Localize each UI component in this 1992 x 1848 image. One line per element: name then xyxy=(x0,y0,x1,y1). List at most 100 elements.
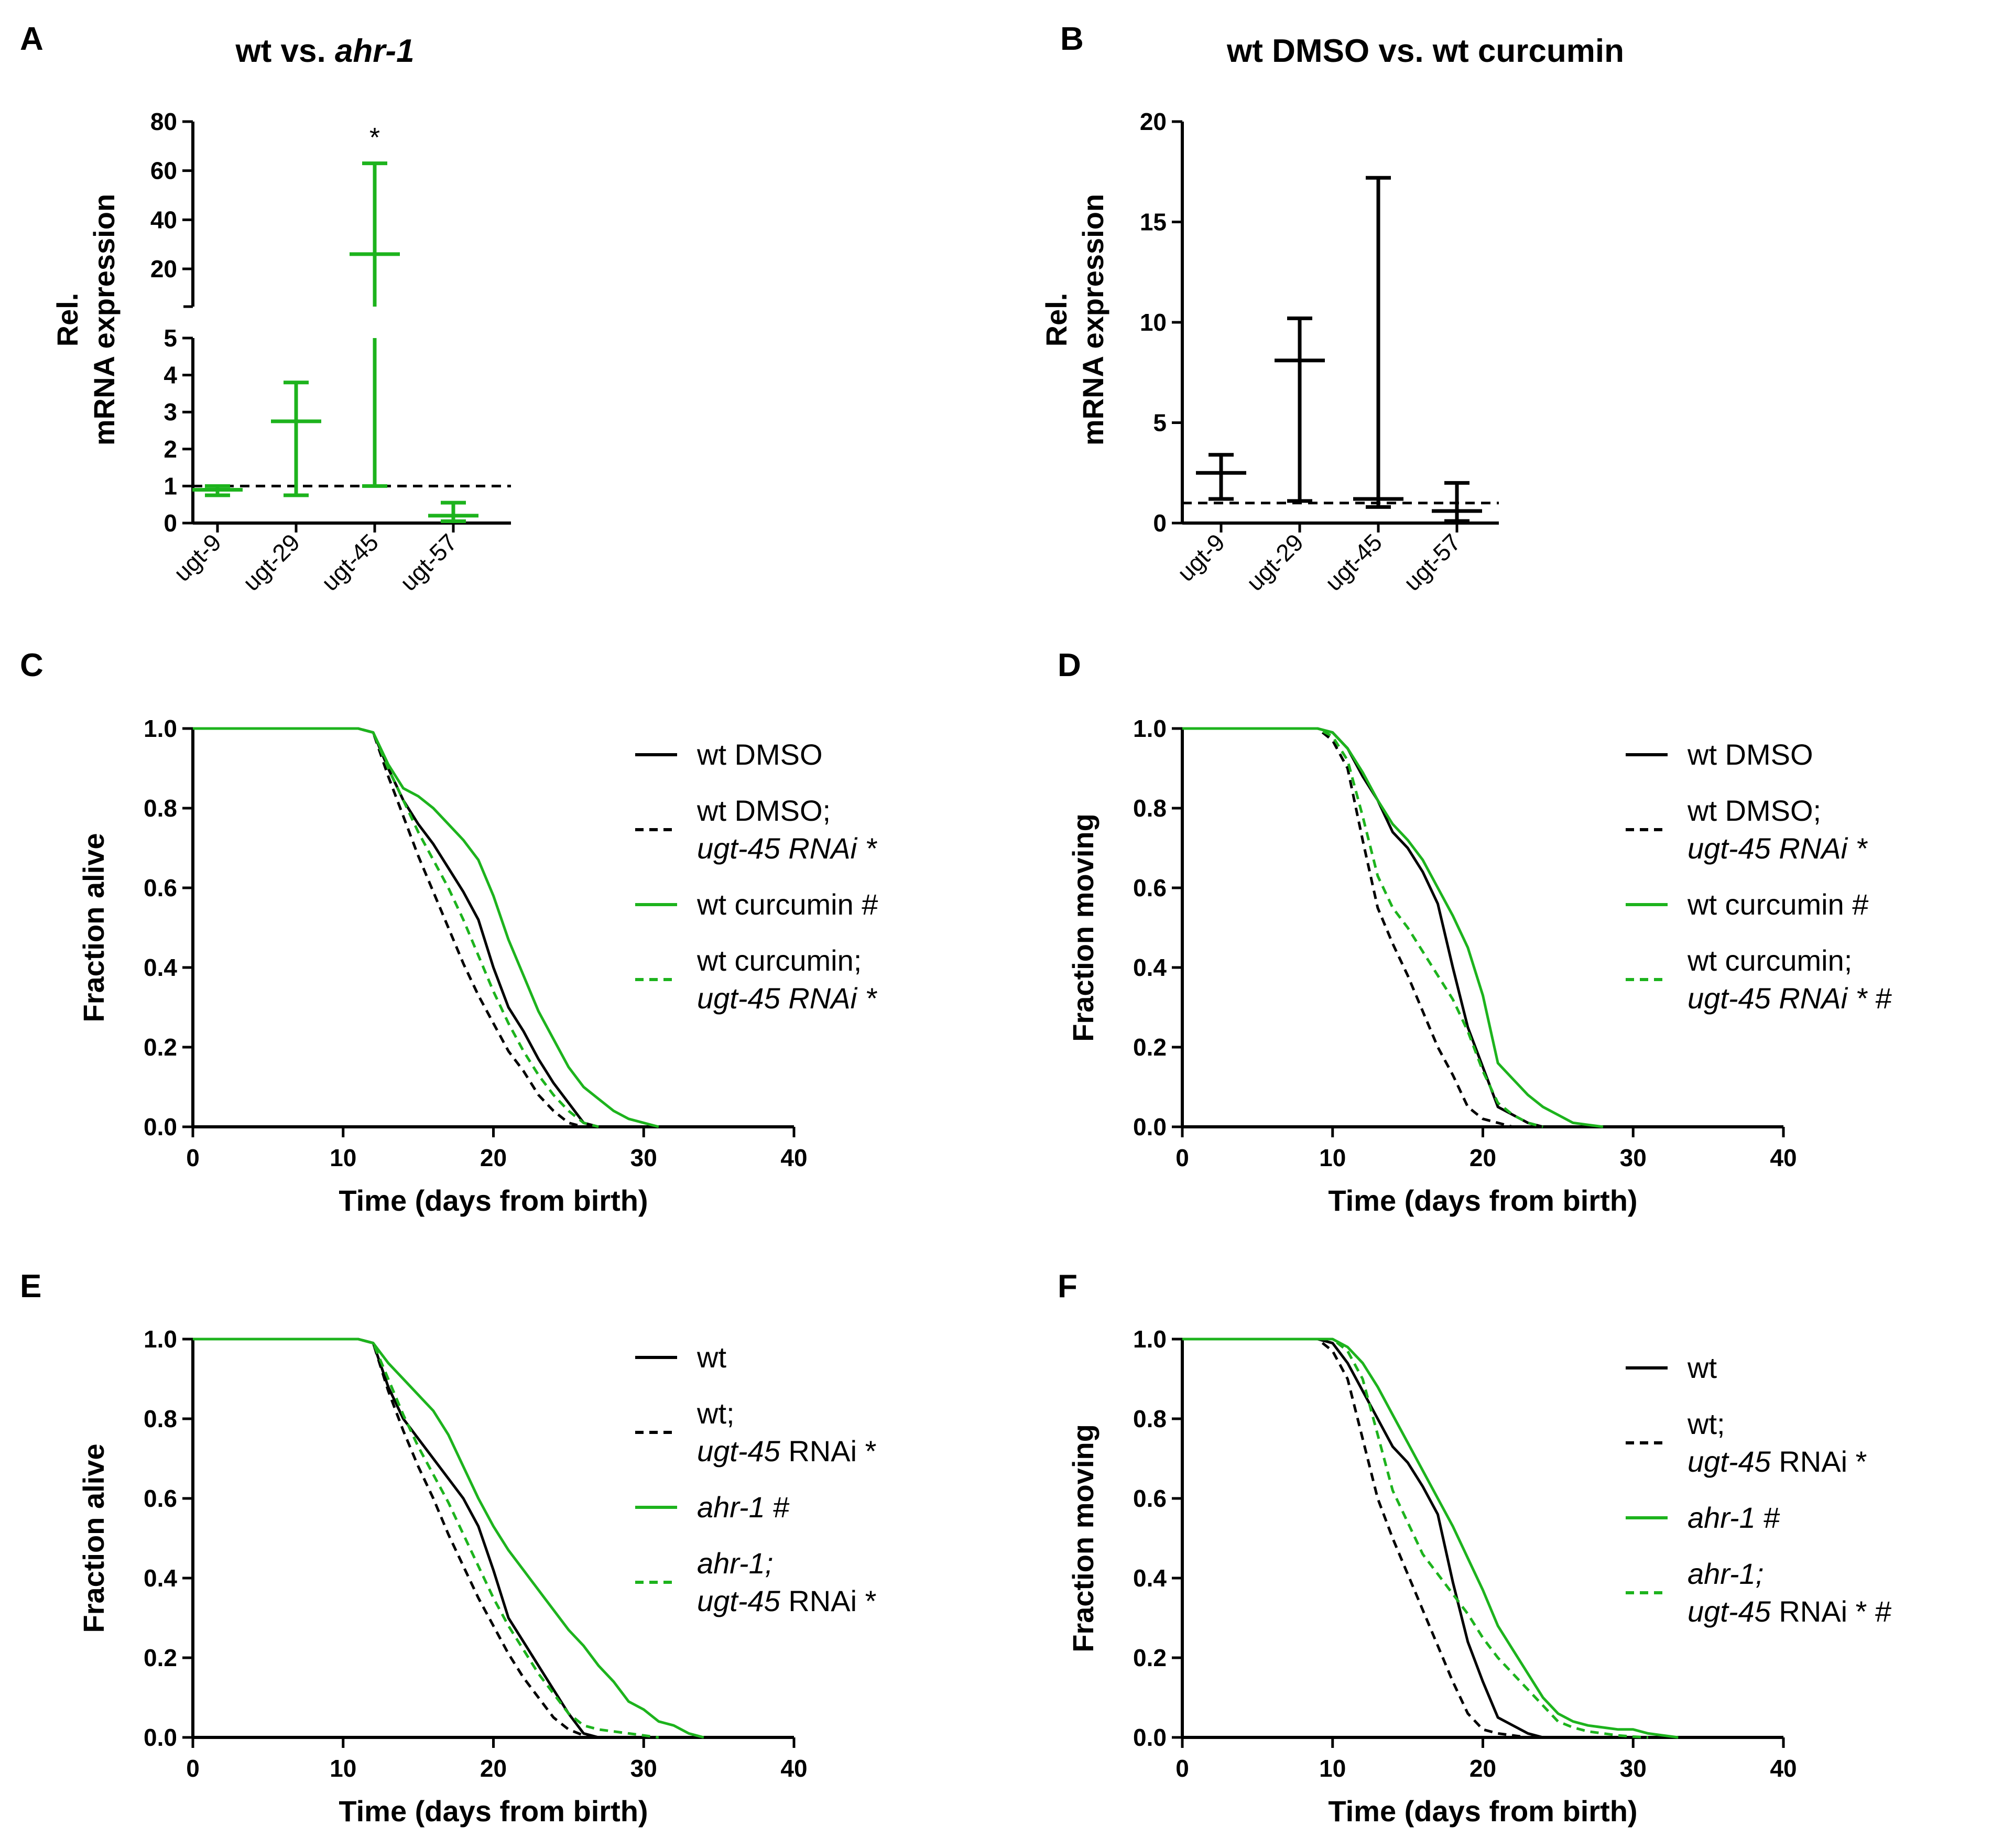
y-tick-label: 0.0 xyxy=(1133,1113,1167,1140)
x-axis-label: Time (days from birth) xyxy=(1328,1184,1637,1217)
y-axis-label: mRNA expression xyxy=(1076,194,1109,445)
x-tick-label: ugt-57 xyxy=(395,528,462,596)
series-line xyxy=(193,1338,704,1739)
y-tick-label: 0.2 xyxy=(1133,1034,1167,1061)
panel-label-e: E xyxy=(20,1268,41,1305)
legend-label: ugt-45 RNAi * xyxy=(697,982,878,1015)
panel-c: 0.0 0.2 0.4 0.6 0.8 1.0 0 10 20 30 40 Time (days fr… xyxy=(77,715,878,1217)
legend-label: wt curcumin; xyxy=(696,944,862,977)
x-tick-label: 0 xyxy=(186,1144,200,1171)
y-tick-label: 0.4 xyxy=(144,954,177,981)
panel-label-d: D xyxy=(1058,647,1081,683)
y-tick-label: 0.4 xyxy=(1133,954,1167,981)
panel-label-a: A xyxy=(20,21,43,57)
legend-label: ugt-45 RNAi * xyxy=(697,1584,876,1617)
series-line xyxy=(193,1338,599,1739)
legend-label: ugt-45 RNAi * xyxy=(697,832,878,865)
y-tick-label: 0.8 xyxy=(144,795,177,822)
panel-b: wt DMSO vs. wt curcumin Rel. mRNA expressi… xyxy=(1040,33,1624,596)
y-tick-label: 0.8 xyxy=(1133,1405,1167,1432)
series-line xyxy=(1182,727,1543,1128)
series-line xyxy=(1182,727,1514,1128)
panel-label-c: C xyxy=(20,647,43,683)
legend-label: wt xyxy=(1687,1351,1717,1384)
y-tick-label: 10 xyxy=(1140,309,1167,336)
y-tick-label: 1.0 xyxy=(1133,1325,1167,1353)
x-tick-label: 40 xyxy=(1770,1144,1797,1171)
series-line xyxy=(193,727,599,1128)
y-axis-label: Rel. xyxy=(1040,293,1073,347)
panel-f: 0.0 0.2 0.4 0.6 0.8 1.0 0 10 20 30 40 Time (days fr… xyxy=(1066,1325,1891,1828)
x-tick-label: 20 xyxy=(480,1755,507,1782)
series-line xyxy=(193,727,599,1128)
legend-label: wt DMSO; xyxy=(1687,794,1821,827)
chart-title: wt vs. ahr-1 xyxy=(235,33,414,69)
legend-label: wt DMSO; xyxy=(696,794,831,827)
panel-e: 0.0 0.2 0.4 0.6 0.8 1.0 0 10 20 30 40 Time (days fr… xyxy=(77,1325,876,1828)
panel-label-b: B xyxy=(1060,21,1084,57)
chart-title: wt DMSO vs. wt curcumin xyxy=(1226,33,1624,69)
series-line xyxy=(1182,1338,1543,1739)
series-line xyxy=(193,1338,659,1739)
y-tick-label: 0.0 xyxy=(1133,1724,1167,1751)
y-tick-label: 0.6 xyxy=(144,874,177,901)
legend-label: ahr-1; xyxy=(697,1547,773,1580)
y-tick-label: 0.6 xyxy=(1133,1485,1167,1512)
y-tick-label: 1.0 xyxy=(1133,715,1167,742)
y-tick-label: 20 xyxy=(150,255,177,282)
x-tick-label: 30 xyxy=(630,1144,657,1171)
legend-label: wt DMSO xyxy=(1687,738,1813,771)
series-line xyxy=(1182,1338,1528,1739)
y-tick-label: 0.0 xyxy=(144,1113,177,1140)
panel-a: wt vs. ahr-1 Rel. mRNA expression 20 40 60 80 0… xyxy=(51,33,511,596)
x-tick-label: 0 xyxy=(1175,1755,1189,1782)
y-tick-label: 0.0 xyxy=(144,1724,177,1751)
x-tick-label: 30 xyxy=(1620,1755,1647,1782)
y-tick-label: 0.2 xyxy=(1133,1644,1167,1671)
series-line xyxy=(1182,1338,1649,1739)
legend-label: ugt-45 RNAi * xyxy=(697,1434,876,1467)
series-line xyxy=(1182,727,1604,1128)
y-axis-label: Rel. xyxy=(51,293,84,347)
x-axis-label: Time (days from birth) xyxy=(1328,1795,1637,1828)
legend-label: wt curcumin # xyxy=(696,888,878,921)
x-tick-label: 40 xyxy=(1770,1755,1797,1782)
y-tick-label: 15 xyxy=(1140,209,1167,236)
x-tick-label: 10 xyxy=(330,1755,356,1782)
x-tick-label: 20 xyxy=(1469,1755,1496,1782)
y-tick-label: 0.4 xyxy=(144,1564,177,1592)
x-tick-label: ugt-57 xyxy=(1398,528,1466,596)
y-axis-label: mRNA expression xyxy=(88,194,121,445)
y-axis-label: Fraction moving xyxy=(1066,813,1100,1042)
y-tick-label: 1.0 xyxy=(144,1325,177,1353)
legend-label: ahr-1 # xyxy=(697,1491,789,1524)
y-tick-label: 0 xyxy=(164,509,177,537)
legend-label: ugt-45 RNAi * xyxy=(1688,832,1868,865)
x-tick-label: 30 xyxy=(630,1755,657,1782)
y-tick-label: 0.2 xyxy=(144,1034,177,1061)
panel-d: 0.0 0.2 0.4 0.6 0.8 1.0 0 10 20 30 40 Time (days fr… xyxy=(1066,715,1892,1217)
y-tick-label: 80 xyxy=(150,108,177,135)
legend-label: wt curcumin # xyxy=(1687,888,1868,921)
legend-label: wt xyxy=(696,1341,726,1374)
panel-label-f: F xyxy=(1058,1268,1077,1305)
y-axis-label: Fraction alive xyxy=(77,833,110,1022)
series-line xyxy=(1182,727,1543,1128)
legend-label: ugt-45 RNAi * # xyxy=(1688,982,1892,1015)
legend-label: ahr-1 # xyxy=(1688,1501,1780,1534)
x-tick-label: 0 xyxy=(1175,1144,1189,1171)
series-line xyxy=(1182,1338,1679,1739)
series-line xyxy=(193,727,584,1128)
x-axis-label: Time (days from birth) xyxy=(339,1795,648,1828)
x-tick-label: 40 xyxy=(780,1144,807,1171)
legend-label: wt; xyxy=(1687,1407,1725,1440)
x-tick-label: 10 xyxy=(1319,1144,1346,1171)
legend-label: ugt-45 RNAi * xyxy=(1688,1445,1867,1478)
series-line xyxy=(193,727,659,1128)
y-tick-label: 0 xyxy=(1153,509,1167,537)
x-tick-label: ugt-45 xyxy=(1320,528,1387,596)
x-tick-label: ugt-29 xyxy=(237,528,305,596)
y-tick-label: 60 xyxy=(150,157,177,184)
y-tick-label: 4 xyxy=(164,362,177,389)
